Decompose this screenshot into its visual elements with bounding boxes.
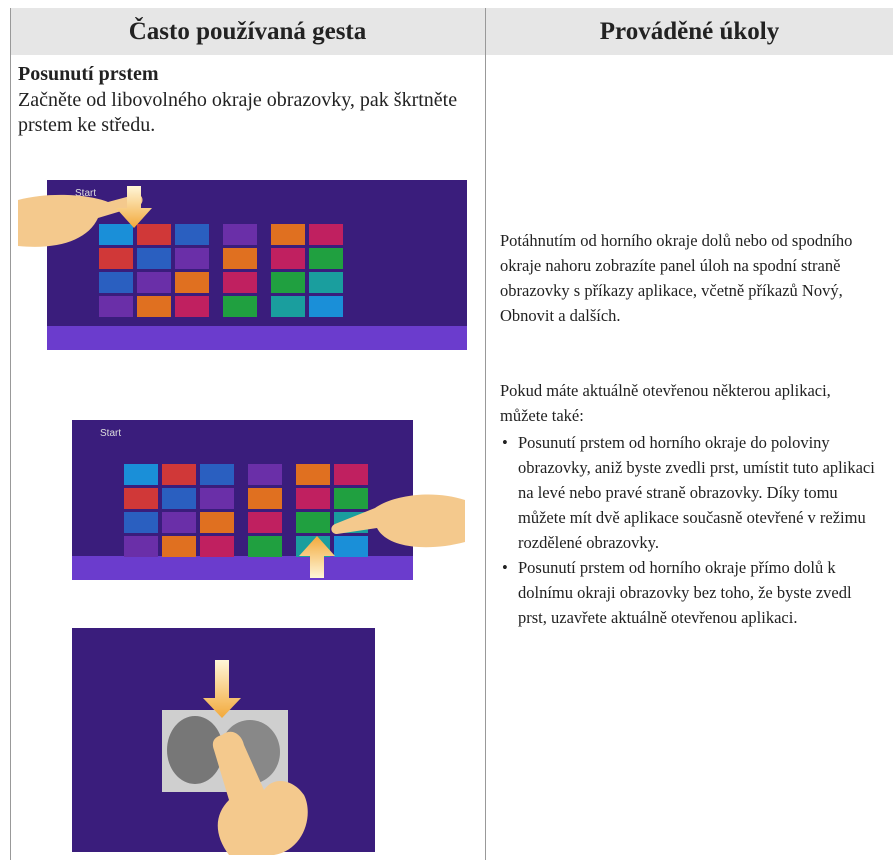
start-label: Start — [75, 188, 96, 199]
hand — [18, 194, 143, 247]
tile — [124, 512, 158, 533]
tile — [200, 512, 234, 533]
tile — [296, 464, 330, 485]
hand — [212, 731, 308, 855]
tile — [309, 248, 343, 269]
tile — [334, 536, 368, 557]
tile — [99, 296, 133, 317]
bullet: Posunutí prstem od horního okraje přímo … — [502, 555, 878, 630]
tile — [200, 536, 234, 557]
tile — [223, 296, 257, 317]
tile — [162, 488, 196, 509]
tile — [309, 272, 343, 293]
tile — [223, 224, 257, 245]
tile — [99, 272, 133, 293]
paragraph: Potáhnutím od horního okraje dolů nebo o… — [500, 231, 853, 325]
bullet-list: Posunutí prstem od horního okraje do pol… — [500, 430, 878, 630]
app-bar — [47, 326, 467, 350]
arrow — [116, 186, 152, 228]
tile — [223, 248, 257, 269]
tile — [137, 224, 171, 245]
tile — [162, 464, 196, 485]
tile — [334, 464, 368, 485]
tile — [248, 512, 282, 533]
tile — [137, 272, 171, 293]
arrow — [203, 660, 241, 718]
tile — [200, 464, 234, 485]
tile — [124, 464, 158, 485]
tile — [296, 512, 330, 533]
tile — [162, 512, 196, 533]
tile — [99, 224, 133, 245]
column-divider — [485, 8, 486, 860]
column-header: Prováděné úkoly — [486, 8, 893, 55]
tile — [296, 488, 330, 509]
tile — [248, 536, 282, 557]
gesture-description: Začněte od libovolného okraje obrazovky,… — [18, 89, 458, 136]
arrow — [299, 536, 335, 578]
tile — [334, 488, 368, 509]
tile — [175, 224, 209, 245]
tile — [309, 224, 343, 245]
tile — [271, 248, 305, 269]
tile — [137, 296, 171, 317]
bullet: Posunutí prstem od horního okraje do pol… — [502, 430, 878, 555]
tile — [175, 296, 209, 317]
tile — [271, 224, 305, 245]
tile — [248, 488, 282, 509]
column-header: Často používaná gesta — [10, 8, 485, 55]
tile — [175, 272, 209, 293]
paragraph: Pokud máte aktuálně otevřenou některou a… — [500, 381, 831, 425]
gesture-title: Posunutí prstem — [18, 63, 159, 85]
start-label: Start — [100, 428, 121, 439]
tile — [200, 488, 234, 509]
hand — [331, 494, 465, 548]
tile — [99, 248, 133, 269]
app-bar — [72, 556, 413, 580]
tile — [124, 488, 158, 509]
tile — [223, 272, 257, 293]
tile — [248, 464, 282, 485]
tile — [271, 296, 305, 317]
stone — [167, 716, 223, 784]
tile — [175, 248, 209, 269]
tile — [137, 248, 171, 269]
tile — [124, 536, 158, 557]
table-border — [10, 8, 11, 860]
tile — [271, 272, 305, 293]
tile — [309, 296, 343, 317]
tile — [162, 536, 196, 557]
